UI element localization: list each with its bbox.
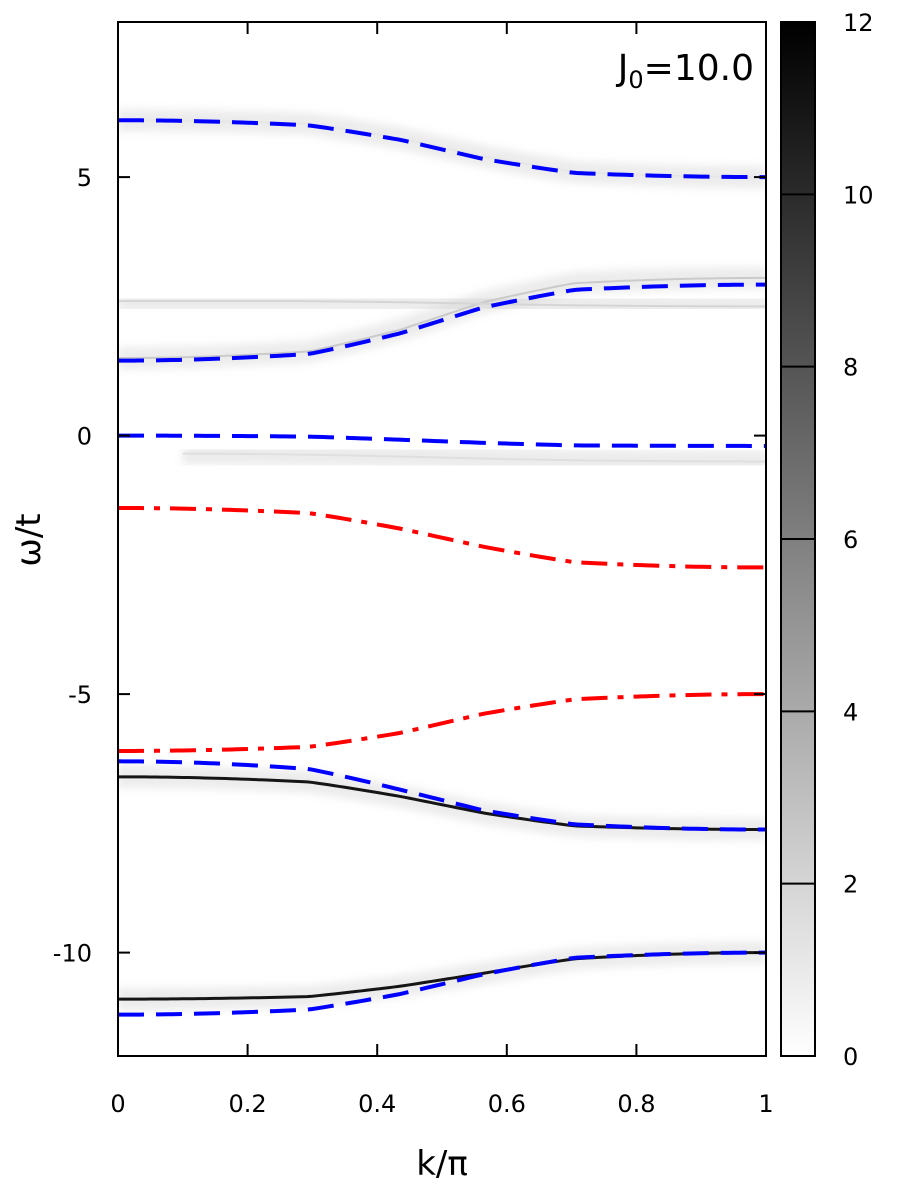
red-dashdot-curve-4 xyxy=(118,505,766,570)
colorbar-tick-label-4: 8 xyxy=(843,354,858,382)
colorbar-tick-label-0: 0 xyxy=(843,1043,858,1071)
x-tick-label-3: 0.6 xyxy=(488,1090,526,1118)
j0-subscript: 0 xyxy=(628,66,643,94)
colorbar-tick-label-3: 6 xyxy=(843,526,858,554)
colorbar-tick-label-6: 12 xyxy=(843,9,874,37)
blue-dashed-curve-3 xyxy=(118,433,766,448)
colorbar-tick-label-1: 2 xyxy=(843,871,858,899)
x-tick-label-0: 0 xyxy=(110,1090,125,1118)
x-tick-label-1: 0.2 xyxy=(229,1090,267,1118)
intensity-band-2 xyxy=(118,276,766,360)
y-tick-label-3: 5 xyxy=(77,164,92,192)
series-layer xyxy=(118,118,766,1017)
colorbar-tick-label-2: 4 xyxy=(843,698,858,726)
colorbar-ticks: 0 2 4 6 8 10 12 xyxy=(781,9,874,1071)
intensity-band-3 xyxy=(118,300,766,308)
j0-value: =10.0 xyxy=(644,48,754,89)
y-axis-label: ω/t xyxy=(9,513,49,566)
colorbar-tick-label-5: 10 xyxy=(843,181,874,209)
x-tick-label-2: 0.4 xyxy=(358,1090,396,1118)
x-axis-label: k/π xyxy=(416,1144,468,1184)
y-tick-label-0: -10 xyxy=(53,940,92,968)
blue-dashed-curve-2 xyxy=(118,282,766,363)
y-tick-label-1: -5 xyxy=(68,681,92,709)
j0-annotation: J0=10.0 xyxy=(616,48,754,94)
blue-dashed-curve-7 xyxy=(118,950,766,1017)
x-tick-label-4: 0.8 xyxy=(617,1090,655,1118)
axis-ticks: 0 0.2 0.4 0.6 0.8 1 -10 -5 0 5 xyxy=(53,22,774,1118)
y-tick-label-2: 0 xyxy=(77,423,92,451)
red-dashdot-curve-5 xyxy=(118,692,766,753)
j0-prefix: J xyxy=(616,48,629,89)
intensity-band-4 xyxy=(182,452,766,463)
plot-frame xyxy=(117,21,767,1057)
blue-dashed-curve-1 xyxy=(118,118,766,180)
blue-dashed-curve-6 xyxy=(118,759,766,832)
x-tick-label-5: 1 xyxy=(758,1090,773,1118)
